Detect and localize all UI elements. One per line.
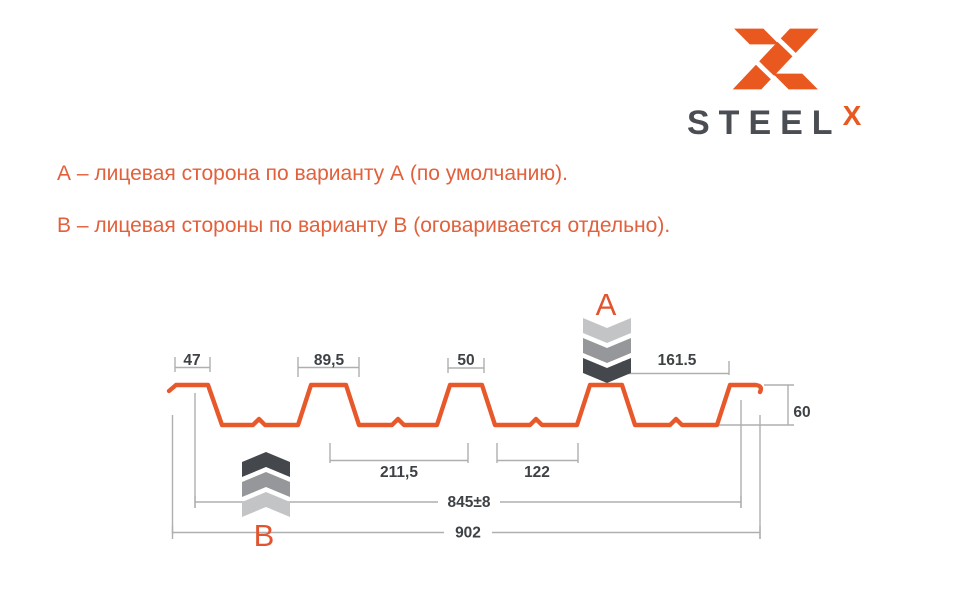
dim-902-label: 902 <box>455 525 481 542</box>
side-a-label: A <box>596 287 617 322</box>
dim-89-5-label: 89,5 <box>314 352 345 369</box>
steelx-logo-icon <box>732 28 819 90</box>
variant-b-arrows-icon <box>242 452 290 517</box>
chevron-down-icon <box>583 338 631 363</box>
dim-60-label: 60 <box>793 404 810 421</box>
dim-122-label: 122 <box>524 464 550 481</box>
dim-845-label: 845±8 <box>448 494 491 511</box>
variant-a-arrows-icon <box>583 318 631 383</box>
dim-50-label: 50 <box>457 352 474 369</box>
profile-outline <box>166 382 764 428</box>
note-variant-a: А – лицевая сторона по варианту А (по ум… <box>57 162 568 185</box>
chevron-down-icon <box>583 358 631 383</box>
dimension-lines <box>171 357 794 539</box>
dim-211-5-label: 211,5 <box>380 464 418 481</box>
chevron-up-icon <box>242 472 290 497</box>
side-b-label: B <box>254 518 275 553</box>
chevron-down-icon <box>583 318 631 343</box>
profile-drawing: 47 89,5 50 161.5 60 211,5 122 845±8 902 … <box>166 287 811 553</box>
logo-wordmark-text: STEEL <box>687 104 842 142</box>
logo-wordmark-x: X <box>842 100 862 131</box>
dim-47-label: 47 <box>183 352 200 369</box>
dim-161-5-label: 161.5 <box>658 352 697 369</box>
note-variant-b: В – лицевая стороны по варианту В (огова… <box>57 214 671 237</box>
chevron-up-icon <box>242 452 290 477</box>
logo-wordmark: STEELX <box>687 100 861 143</box>
chevron-up-icon <box>242 492 290 517</box>
